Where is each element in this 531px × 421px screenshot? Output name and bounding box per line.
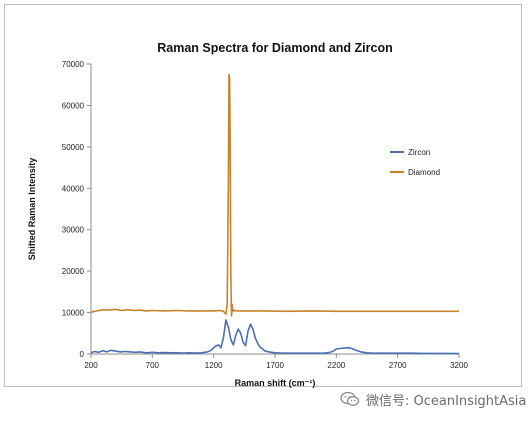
x-tick-label: 3200 bbox=[450, 361, 468, 370]
series-line-zircon bbox=[90, 319, 460, 355]
legend-label-zircon: Zircon bbox=[408, 148, 430, 157]
watermark: 微信号: OceanInsightAsia bbox=[340, 386, 531, 412]
watermark-text: 微信号: OceanInsightAsia bbox=[366, 393, 527, 409]
x-tick-label: 700 bbox=[146, 361, 160, 370]
y-tick-label: 70000 bbox=[62, 60, 85, 69]
y-axis-label: Shifted Raman Intensity bbox=[27, 158, 37, 261]
chart-frame bbox=[4, 4, 522, 387]
legend-label-diamond: Diamond bbox=[408, 168, 440, 177]
y-tick-label: 20000 bbox=[62, 267, 85, 276]
x-tick-label: 2700 bbox=[389, 361, 407, 370]
x-tick-label: 2200 bbox=[327, 361, 345, 370]
y-tick-label: 30000 bbox=[62, 226, 85, 235]
wechat-icon bbox=[340, 391, 360, 407]
x-tick-label: 1200 bbox=[205, 361, 223, 370]
chart-title: Raman Spectra for Diamond and Zircon bbox=[157, 41, 392, 55]
y-tick-label: 50000 bbox=[62, 143, 85, 152]
y-tick-label: 40000 bbox=[62, 184, 85, 193]
series-layer bbox=[90, 73, 460, 355]
x-axis-label: Raman shift (cm⁻¹) bbox=[235, 378, 316, 388]
series-line-diamond bbox=[90, 73, 459, 317]
x-tick-label: 1700 bbox=[266, 361, 284, 370]
legend: Zircon Diamond bbox=[390, 148, 440, 177]
x-tick-label: 200 bbox=[84, 361, 98, 370]
y-tick-label: 10000 bbox=[62, 309, 85, 318]
y-tick-label: 60000 bbox=[62, 101, 85, 110]
axes: 0 10000 20000 30000 40000 50000 60000 70000 200 7… bbox=[62, 60, 469, 370]
y-tick-label: 0 bbox=[80, 350, 85, 359]
